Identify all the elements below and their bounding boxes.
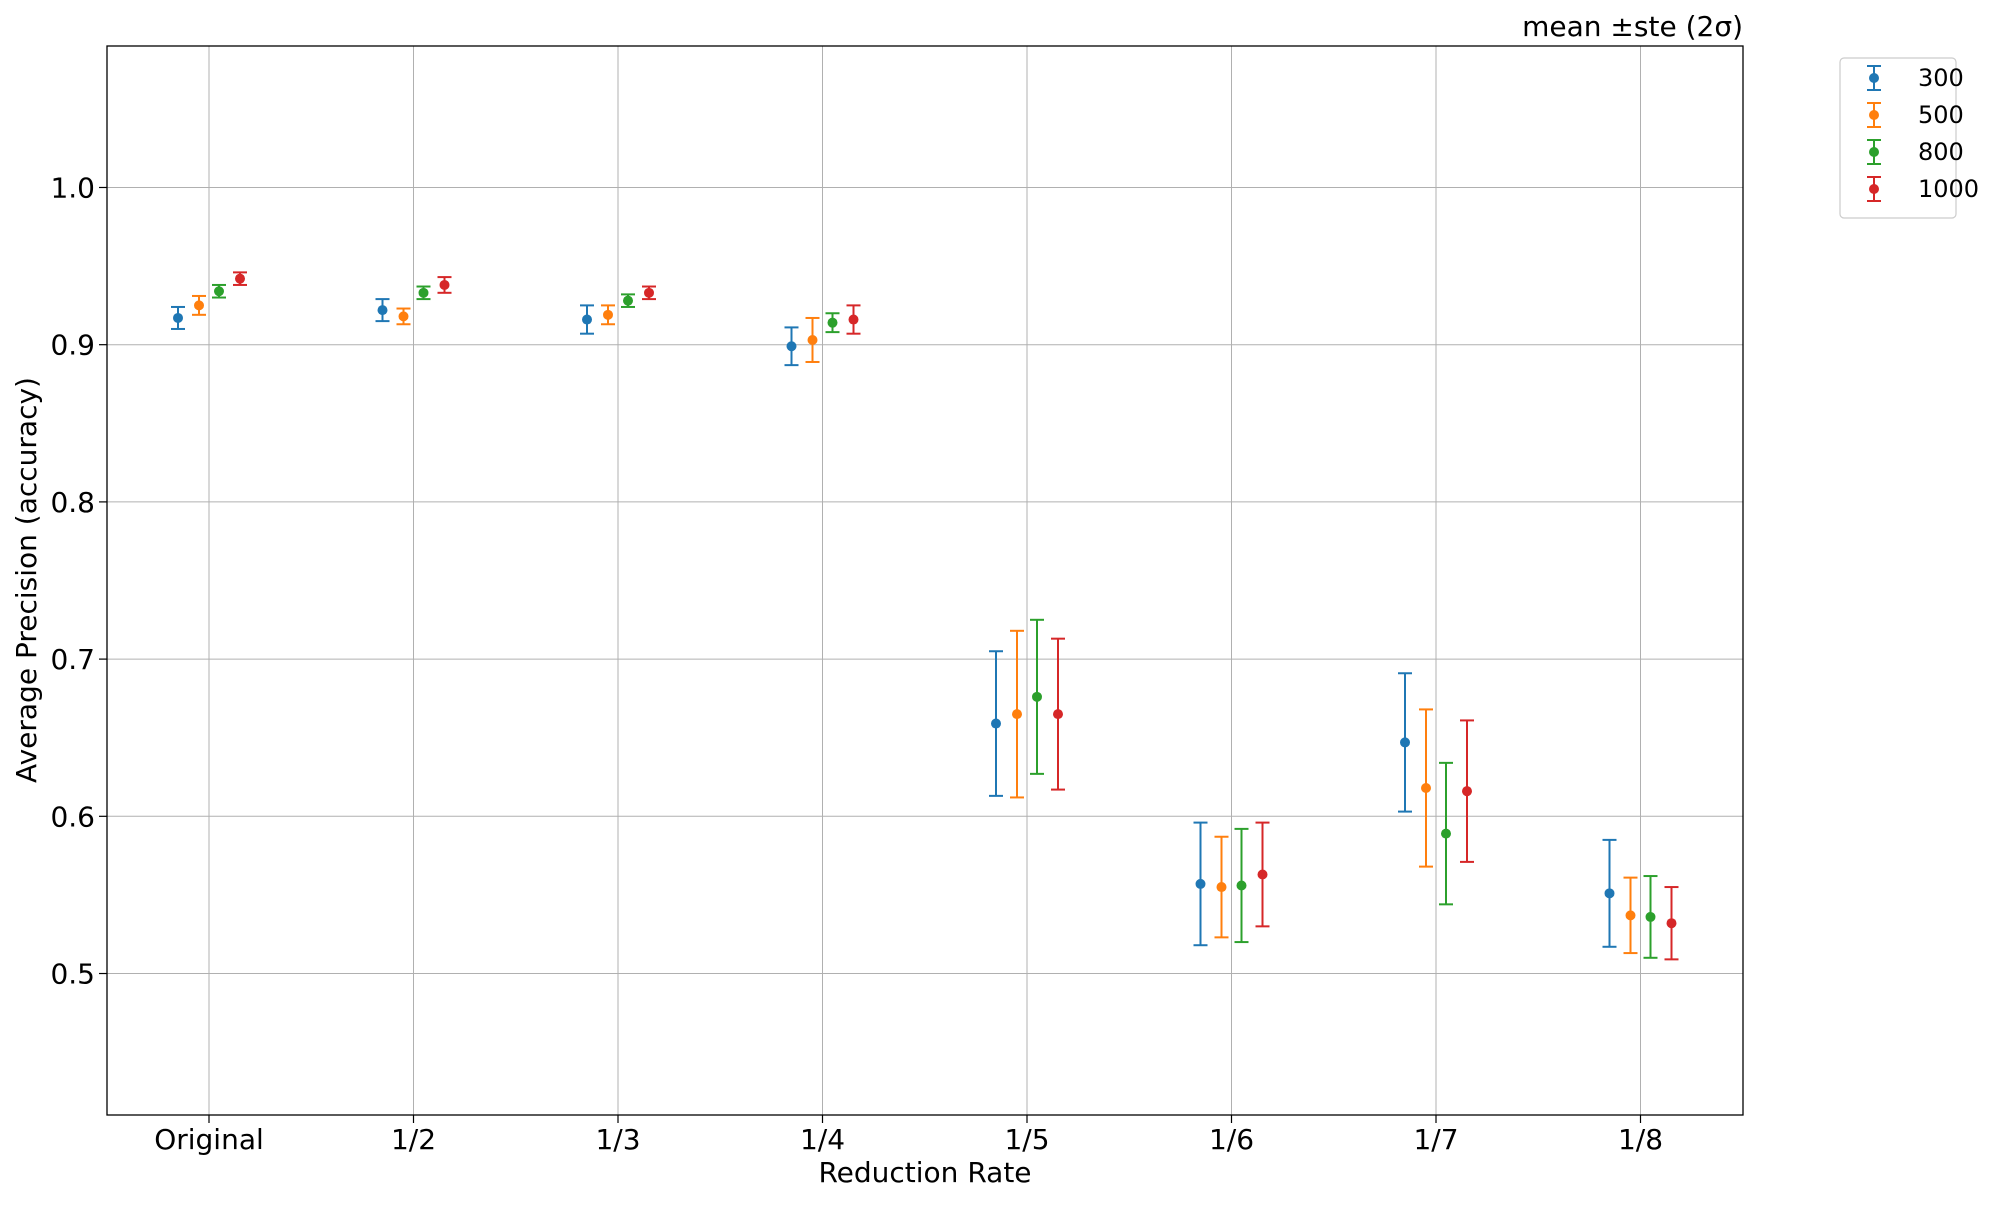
x-tick-label: Original — [154, 1123, 264, 1156]
data-point — [1625, 910, 1636, 921]
x-tick-label: 1/2 — [391, 1123, 436, 1156]
chart-annotation: mean ±ste (2σ) — [1522, 10, 1743, 43]
data-point — [1400, 737, 1410, 748]
x-axis-label: Reduction Rate — [818, 1156, 1031, 1189]
data-point — [1236, 880, 1247, 891]
data-point — [1666, 918, 1677, 929]
data-point — [214, 286, 224, 297]
data-point — [1441, 828, 1451, 839]
y-tick-label: 1.0 — [50, 171, 95, 204]
legend-label: 300 — [1918, 64, 1964, 92]
data-point — [377, 305, 388, 316]
data-point — [439, 279, 450, 290]
data-point — [991, 718, 1001, 729]
grid — [107, 46, 1743, 1115]
data-point — [582, 314, 592, 325]
data-point — [603, 309, 613, 320]
legend-marker — [1869, 147, 1879, 157]
y-tick-label: 0.8 — [50, 486, 95, 519]
y-tick-label: 0.6 — [50, 800, 95, 833]
data-point — [1216, 882, 1227, 893]
data-point — [1195, 878, 1206, 889]
data-point — [644, 287, 654, 298]
data-point — [1462, 786, 1472, 797]
legend-marker — [1869, 184, 1879, 194]
data-point — [827, 317, 838, 328]
x-tick-label: 1/6 — [1209, 1123, 1254, 1156]
data-point — [398, 311, 409, 322]
data-point — [235, 273, 245, 284]
x-tick-label: 1/7 — [1413, 1123, 1458, 1156]
data-point — [1604, 888, 1615, 899]
data-marks — [171, 271, 1679, 961]
data-point — [807, 334, 818, 345]
legend-label: 1000 — [1918, 175, 1979, 203]
data-point — [1032, 691, 1042, 702]
data-point — [1012, 709, 1022, 720]
x-tick-label: 1/3 — [595, 1123, 640, 1156]
y-tick-label: 0.5 — [50, 958, 95, 991]
data-point — [1053, 709, 1063, 720]
x-tick-label: 1/5 — [1004, 1123, 1049, 1156]
y-tick-label: 0.7 — [50, 643, 95, 676]
data-point — [194, 300, 204, 311]
y-axis-label: Average Precision (accuracy) — [10, 377, 43, 783]
legend-label: 500 — [1918, 101, 1964, 129]
data-point — [173, 312, 183, 323]
data-point — [848, 314, 859, 325]
y-tick-label: 0.9 — [50, 329, 95, 362]
data-point — [1257, 869, 1268, 880]
legend-label: 800 — [1918, 138, 1964, 166]
axis-ticks: Original 1/2 1/3 1/4 1/5 1/6 1/7 1/8 0.5 0.6 0.7 0.… — [50, 171, 1663, 1156]
data-point — [418, 287, 429, 298]
data-point — [1421, 783, 1431, 794]
data-point — [786, 341, 797, 352]
data-point — [1645, 911, 1656, 922]
legend-marker — [1869, 110, 1879, 120]
plot-frame — [106, 45, 1744, 1116]
x-tick-label: 1/8 — [1618, 1123, 1663, 1156]
legend-marker — [1869, 73, 1879, 83]
legend: 300 500 800 1000 — [1839, 57, 1979, 219]
data-point — [623, 295, 633, 306]
x-tick-label: 1/4 — [800, 1123, 845, 1156]
